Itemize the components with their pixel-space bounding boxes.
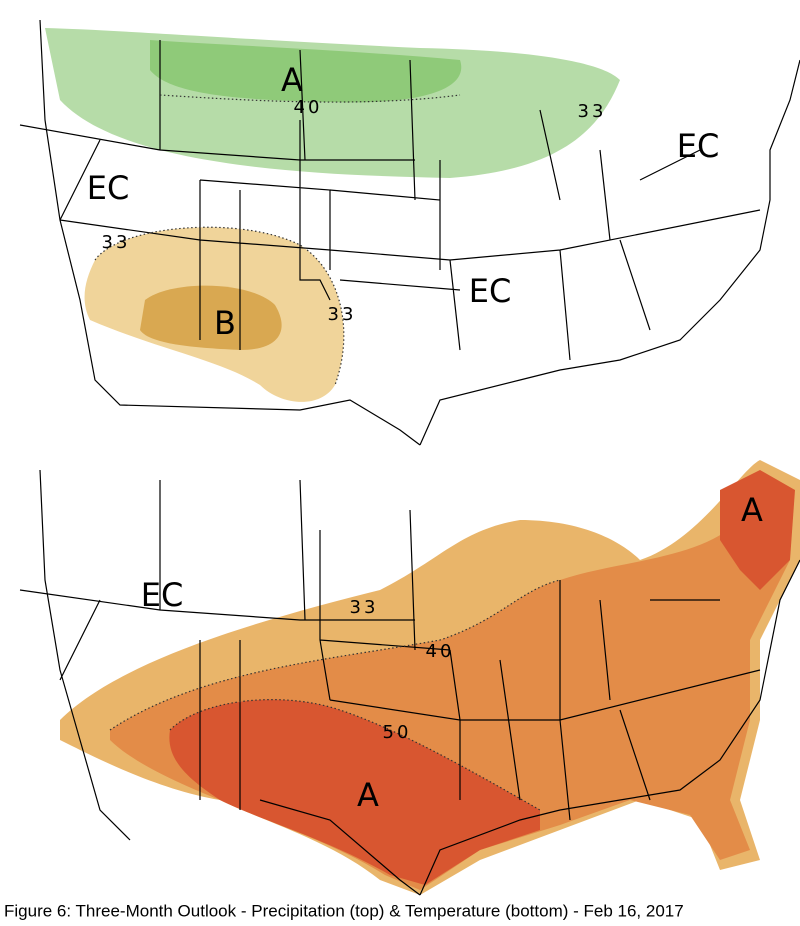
caption: Figure 6: Three-Month Outlook - Precipit…	[4, 901, 684, 920]
contour-50	[169, 698, 541, 811]
map-label: B	[214, 304, 236, 342]
coastline	[39, 19, 800, 446]
red-ne-region	[720, 470, 795, 590]
green-region	[45, 28, 620, 178]
temperature-map: A EC 33 40 50 A	[19, 460, 800, 896]
contour-label: 33	[578, 101, 607, 122]
contour-label: 33	[328, 304, 357, 325]
map-label: EC	[141, 576, 184, 614]
map-label: A	[741, 491, 763, 529]
red-region	[169, 699, 540, 885]
map-label: EC	[677, 127, 720, 165]
state-lines	[19, 479, 761, 821]
contour-label: 33	[350, 597, 379, 618]
map-label: EC	[87, 169, 130, 207]
contour-33	[94, 226, 345, 386]
contour-label: 33	[102, 232, 131, 253]
contour-label: 40	[426, 641, 455, 662]
map-label: EC	[469, 272, 512, 310]
coastline	[39, 469, 800, 896]
map-label: A	[357, 776, 379, 814]
green-dark-region	[150, 40, 462, 103]
contour-40	[159, 94, 461, 103]
tan-dark-region	[140, 285, 282, 350]
state-lines	[19, 40, 761, 361]
contour-40	[109, 579, 561, 731]
contour-label: 40	[294, 97, 323, 118]
precipitation-map: A 40 33 EC EC 33 EC B 33	[19, 19, 800, 446]
map-label: A	[281, 61, 303, 99]
contour-label: 50	[383, 722, 412, 743]
